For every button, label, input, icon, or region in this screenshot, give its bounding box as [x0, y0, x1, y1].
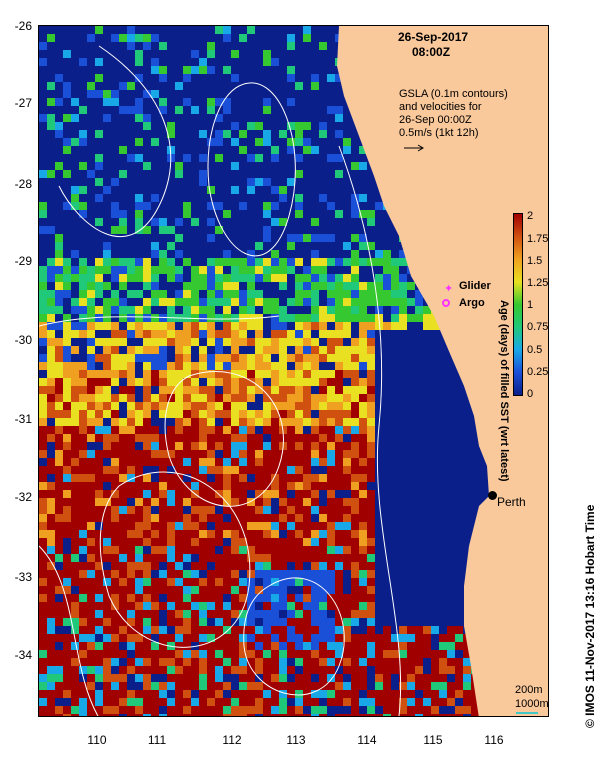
annotation-line-3: 26-Sep 00:00Z [399, 114, 472, 126]
legend-glider-label: Glider [459, 280, 491, 292]
colorbar-tick-label: 0.75 [527, 321, 549, 334]
annotation-line-1: GSLA (0.1m contours) [399, 88, 508, 100]
colorbar-tick-label: 2 [527, 210, 534, 223]
map-canvas [39, 26, 548, 716]
annotation-line-2: and velocities for [399, 101, 482, 113]
map-title-time: 08:00Z [412, 45, 451, 59]
colorbar-tick-label: 1.75 [527, 232, 549, 245]
colorbar-tick-label: 1.5 [527, 254, 543, 267]
colorbar-tick-label: 0 [527, 388, 534, 400]
lat-tick-label: -29 [14, 254, 32, 268]
lat-tick-label: -30 [14, 333, 32, 347]
perth-label: Perth [497, 495, 526, 509]
argo-marker-icon [442, 299, 450, 307]
sst-age-map[interactable] [38, 25, 549, 717]
imos-caption: © IMOS 11-Nov-2017 13:16 Hobart Time [583, 504, 597, 728]
lat-tick-label: -31 [14, 412, 32, 426]
lat-tick-label: -34 [14, 648, 32, 662]
lat-tick-label: -27 [14, 96, 32, 110]
lat-tick-label: -33 [14, 570, 32, 584]
colorbar-label: Age (days) of filled SST (wrt latest) [498, 300, 510, 482]
lon-tick-label: 112 [222, 733, 242, 747]
velocity-scale-arrow-icon [404, 144, 424, 152]
perth-marker-icon [488, 491, 497, 500]
colorbar-tick-label: 1 [527, 299, 534, 312]
lon-tick-label: 114 [357, 733, 377, 747]
lon-tick-label: 111 [147, 733, 167, 747]
colorbar-tick-label: 0.5 [527, 343, 543, 356]
lat-tick-label: -32 [14, 490, 32, 504]
map-title-date: 26-Sep-2017 [398, 30, 469, 44]
colorbar-tick-label: 1.25 [527, 277, 549, 289]
australia-land [337, 26, 548, 716]
glider-marker-icon: ✦ [444, 283, 454, 295]
legend-argo-label: Argo [459, 297, 485, 309]
lon-tick-label: 116 [484, 733, 504, 747]
lon-tick-label: 115 [423, 733, 443, 747]
lon-tick-label: 110 [87, 733, 107, 747]
colorbar [513, 213, 523, 396]
lat-tick-label: -28 [14, 177, 32, 191]
lon-tick-label: 113 [286, 733, 306, 747]
lat-tick-label: -26 [14, 19, 32, 33]
annotation-line-4: 0.5m/s (1kt 12h) [399, 127, 479, 139]
isobath-200m-label: 200m [515, 684, 543, 696]
gsla-contours [39, 45, 402, 716]
sst-age-field [39, 26, 548, 716]
isobath-1000m-label: 1000m [515, 698, 549, 710]
isobath-legend-swatch [516, 712, 538, 714]
colorbar-tick-label: 0.25 [527, 365, 549, 378]
